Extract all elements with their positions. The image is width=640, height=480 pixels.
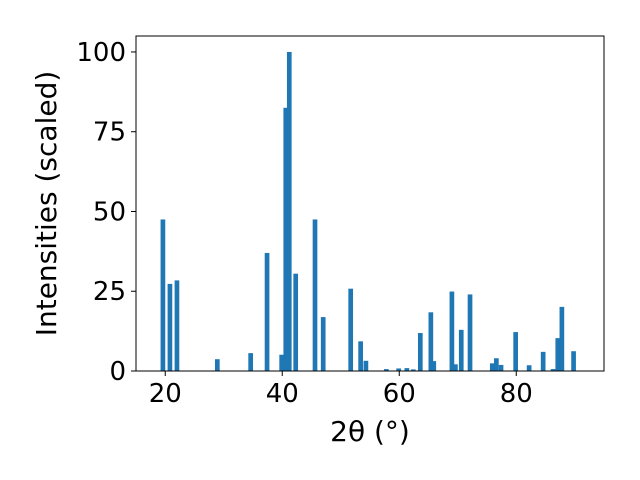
bar [160,219,166,371]
bar [555,338,561,371]
y-axis-title: Intensities (scaled) [30,71,63,337]
y-ticks: 0 25 50 75 100 [76,38,136,387]
y-tick-label: 50 [93,197,126,227]
bar [248,353,253,371]
bar [550,369,556,371]
bar [358,341,363,371]
bar [293,273,299,371]
x-tick-label: 20 [149,379,182,409]
bar [410,369,416,371]
bar [417,333,423,371]
bar [279,354,285,371]
bar [431,361,437,371]
bar [453,364,458,371]
y-tick-label: 75 [93,118,126,148]
y-tick-label: 100 [76,38,126,68]
x-axis-title: 2θ (°) [330,415,410,448]
plot-frame [135,35,605,372]
bar [167,283,173,371]
y-tick-label: 0 [109,357,126,387]
bar [384,369,389,371]
bar [348,288,354,371]
bar [312,219,318,371]
bar [467,294,473,371]
bar [513,332,519,371]
bar [571,351,576,371]
bar [396,368,401,371]
x-ticks: 20 40 60 80 [149,371,533,409]
y-tick-label: 25 [93,277,126,307]
bar [428,312,434,371]
bar [449,291,455,371]
bar [498,364,504,371]
bar [458,329,464,371]
bar [286,51,292,371]
bar [214,359,220,371]
bar [264,252,270,371]
bars-group [160,51,576,371]
bar [174,280,180,371]
bar [283,107,289,371]
bar [540,351,546,371]
x-tick-label: 80 [500,379,533,409]
x-tick-label: 40 [266,379,299,409]
bar [526,365,532,371]
bar [494,358,499,371]
bar [404,368,410,371]
bar [489,363,495,371]
bar [363,360,369,371]
bar [559,306,565,371]
bar [320,317,326,371]
x-tick-label: 60 [383,379,416,409]
